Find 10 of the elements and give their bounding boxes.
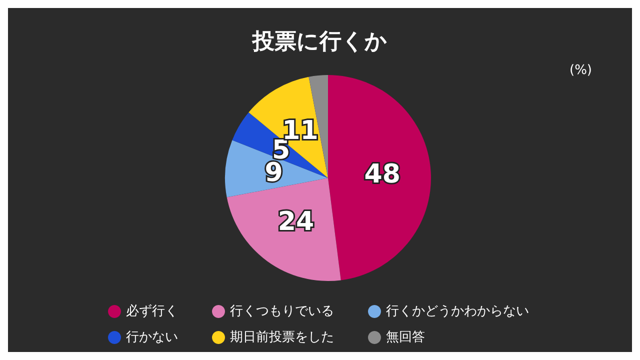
chart-title: 投票に行くか — [252, 30, 388, 54]
legend-label: 必ず行く — [126, 304, 178, 319]
text: (%) — [570, 63, 592, 78]
legend-label: 行くつもりでいる — [230, 304, 334, 319]
legend-label: 行くかどうかわからない — [386, 304, 529, 319]
legend-label: 行かない — [126, 330, 178, 345]
legend-label: 無回答 — [386, 330, 425, 345]
data-label: 48 — [364, 160, 400, 190]
legend-label: 期日前投票をした — [230, 330, 334, 345]
data-label: 24 — [278, 207, 314, 238]
